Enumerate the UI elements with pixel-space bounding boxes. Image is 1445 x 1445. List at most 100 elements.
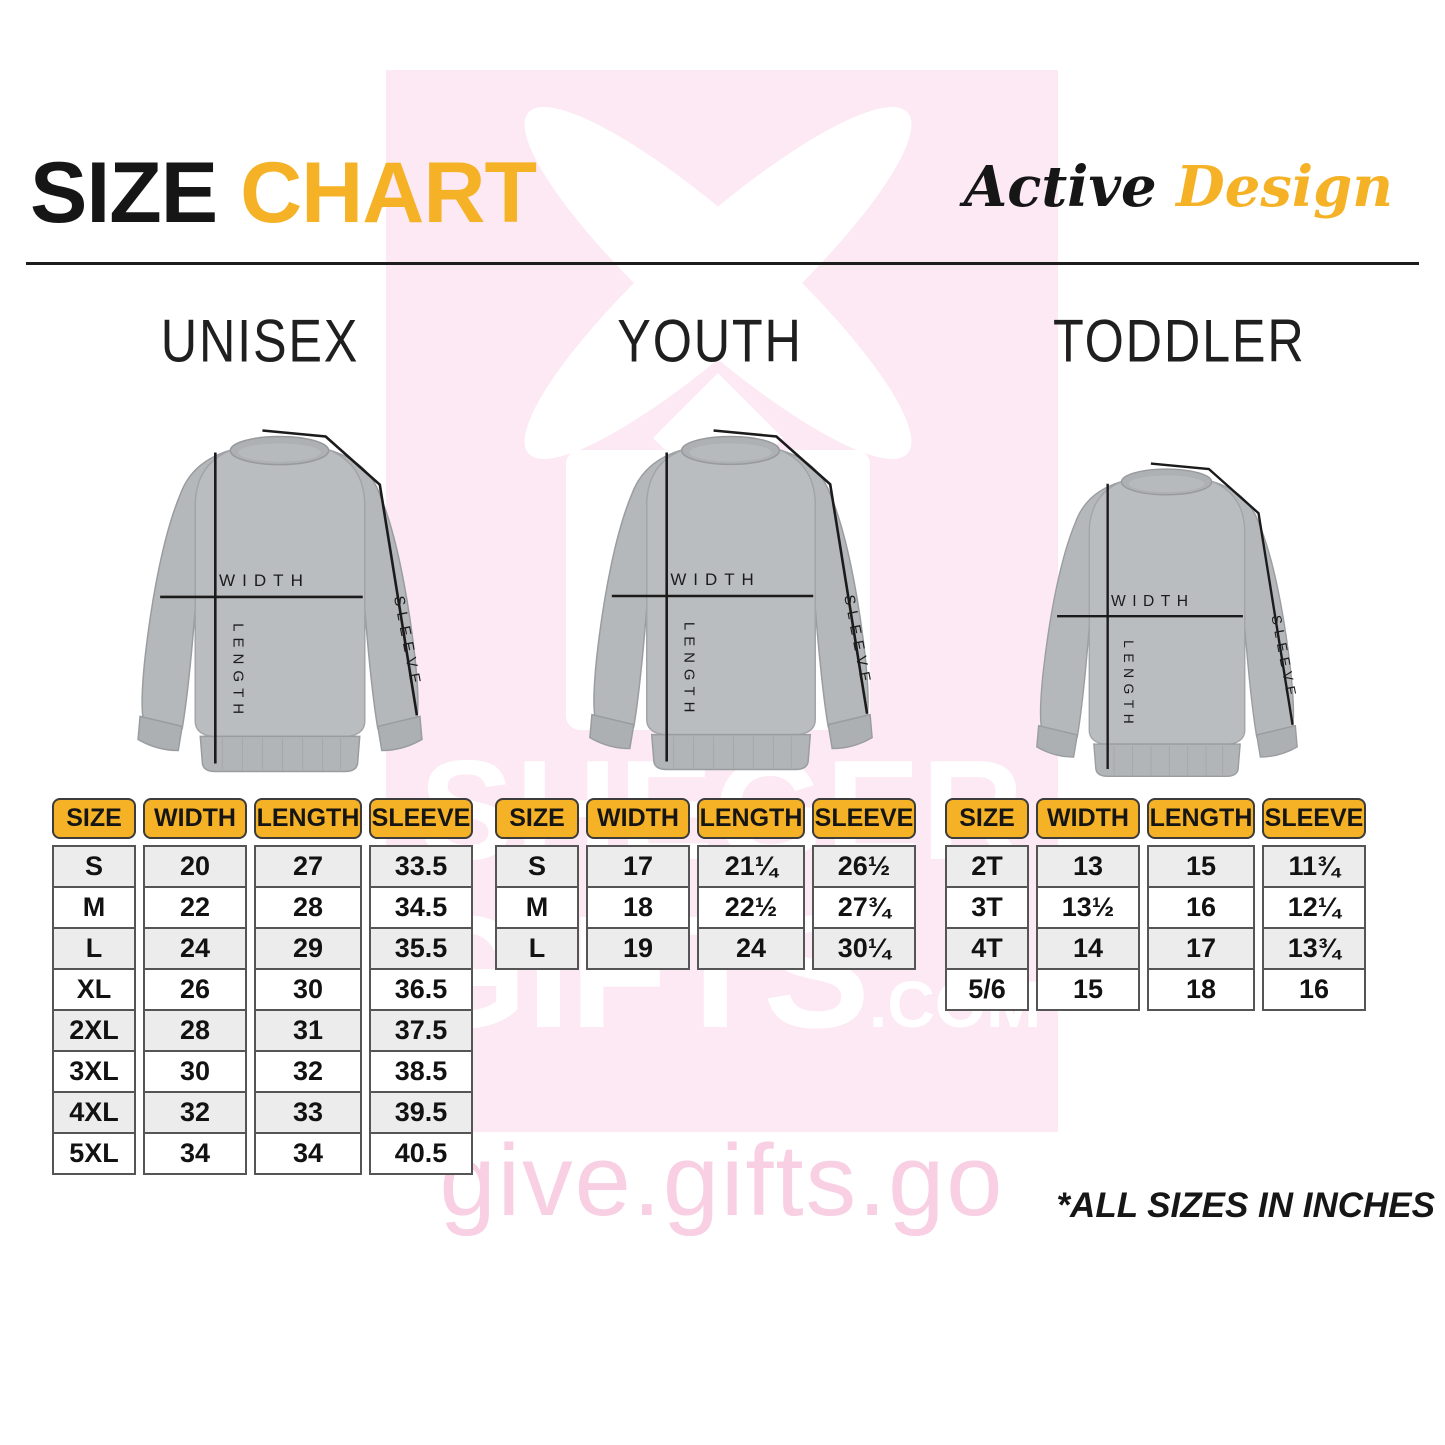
youth-column-sleeve: SLEEVE 26½ 27¾ 30¼ [812,798,916,970]
table-cell: 38.5 [369,1050,473,1093]
table-cell: 33.5 [369,845,473,888]
table-cell: 30¼ [812,927,916,970]
column-header: SIZE [52,798,136,839]
column-header: WIDTH [143,798,247,839]
section-heading-youth: YOUTH [617,306,803,375]
table-cell: 15 [1147,845,1255,888]
brand-design: Design [1176,154,1393,220]
column-header: WIDTH [1036,798,1140,839]
column-header: SLEEVE [369,798,473,839]
table-cell: 28 [254,886,362,929]
table-cell: S [495,845,579,888]
page-title-size: SIZE [30,145,218,241]
unisex-column-sleeve: SLEEVE 33.5 34.5 35.5 36.5 37.5 38.5 39.… [369,798,473,1175]
table-cell: 29 [254,927,362,970]
youth-size-table: SIZE S M L WIDTH 17 18 19 LENGTH 21¼ 22½… [495,798,916,970]
spacer [217,145,240,241]
table-cell: 34.5 [369,886,473,929]
unisex-sweatshirt-diagram [112,424,448,776]
sizes-in-inches-note: *ALL SIZES IN INCHES [1056,1186,1435,1225]
table-cell: 40.5 [369,1132,473,1175]
table-cell: 26 [143,968,247,1011]
column-header: LENGTH [1147,798,1255,839]
brand-logo: Active Design [964,154,1393,220]
table-cell: 5/6 [945,968,1029,1011]
table-cell: 12¼ [1262,886,1366,929]
column-header: WIDTH [586,798,690,839]
brand-active: Active [963,154,1157,220]
header-divider [26,262,1419,265]
table-cell: S [52,845,136,888]
table-cell: 13½ [1036,886,1140,929]
table-cell: M [52,886,136,929]
table-cell: 26½ [812,845,916,888]
table-cell: 11¾ [1262,845,1366,888]
column-header: SLEEVE [1262,798,1366,839]
toddler-size-table: SIZE 2T 3T 4T 5/6 WIDTH 13 13½ 14 15 LEN… [945,798,1366,1011]
table-cell: 22½ [697,886,805,929]
toddler-column-sleeve: SLEEVE 11¾ 12¼ 13¾ 16 [1262,798,1366,1011]
table-cell: 34 [254,1132,362,1175]
table-cell: 33 [254,1091,362,1134]
page-title: SIZE CHART [30,150,537,236]
unisex-column-size: SIZE S M L XL 2XL 3XL 4XL 5XL [52,798,136,1175]
table-cell: 34 [143,1132,247,1175]
youth-column-length: LENGTH 21¼ 22½ 24 [697,798,805,970]
table-cell: 15 [1036,968,1140,1011]
column-header: LENGTH [254,798,362,839]
toddler-sweatshirt-diagram [1006,458,1328,780]
table-cell: 4T [945,927,1029,970]
table-cell: 5XL [52,1132,136,1175]
page-title-chart: CHART [240,145,537,241]
table-cell: 13 [1036,845,1140,888]
youth-sweatshirt-diagram [564,424,898,774]
table-cell: 20 [143,845,247,888]
table-cell: XL [52,968,136,1011]
table-cell: 3XL [52,1050,136,1093]
watermark-tagline: give.gifts.go [439,1125,1005,1237]
toddler-column-size: SIZE 2T 3T 4T 5/6 [945,798,1029,1011]
unisex-size-table: SIZE S M L XL 2XL 3XL 4XL 5XL WIDTH 20 2… [52,798,473,1175]
table-cell: 36.5 [369,968,473,1011]
table-cell: 27 [254,845,362,888]
table-cell: 21¼ [697,845,805,888]
table-cell: M [495,886,579,929]
section-heading-unisex: UNISEX [160,306,360,375]
table-cell: 32 [254,1050,362,1093]
table-cell: 18 [586,886,690,929]
column-header: SIZE [945,798,1029,839]
table-cell: 17 [586,845,690,888]
table-cell: 3T [945,886,1029,929]
table-cell: 19 [586,927,690,970]
table-cell: L [52,927,136,970]
table-cell: 16 [1262,968,1366,1011]
unisex-column-width: WIDTH 20 22 24 26 28 30 32 34 [143,798,247,1175]
table-cell: 30 [254,968,362,1011]
spacer [1157,154,1177,220]
table-cell: 39.5 [369,1091,473,1134]
section-heading-toddler: TODDLER [1053,306,1306,375]
table-cell: 31 [254,1009,362,1052]
table-cell: 22 [143,886,247,929]
toddler-column-width: WIDTH 13 13½ 14 15 [1036,798,1140,1011]
toddler-column-length: LENGTH 15 16 17 18 [1147,798,1255,1011]
column-header: SIZE [495,798,579,839]
table-cell: 18 [1147,968,1255,1011]
table-cell: 2T [945,845,1029,888]
table-cell: 2XL [52,1009,136,1052]
table-cell: L [495,927,579,970]
youth-column-width: WIDTH 17 18 19 [586,798,690,970]
column-header: LENGTH [697,798,805,839]
table-cell: 27¾ [812,886,916,929]
table-cell: 16 [1147,886,1255,929]
table-cell: 32 [143,1091,247,1134]
table-cell: 24 [697,927,805,970]
column-header: SLEEVE [812,798,916,839]
table-cell: 4XL [52,1091,136,1134]
table-cell: 35.5 [369,927,473,970]
table-cell: 30 [143,1050,247,1093]
table-cell: 17 [1147,927,1255,970]
table-cell: 28 [143,1009,247,1052]
table-cell: 37.5 [369,1009,473,1052]
